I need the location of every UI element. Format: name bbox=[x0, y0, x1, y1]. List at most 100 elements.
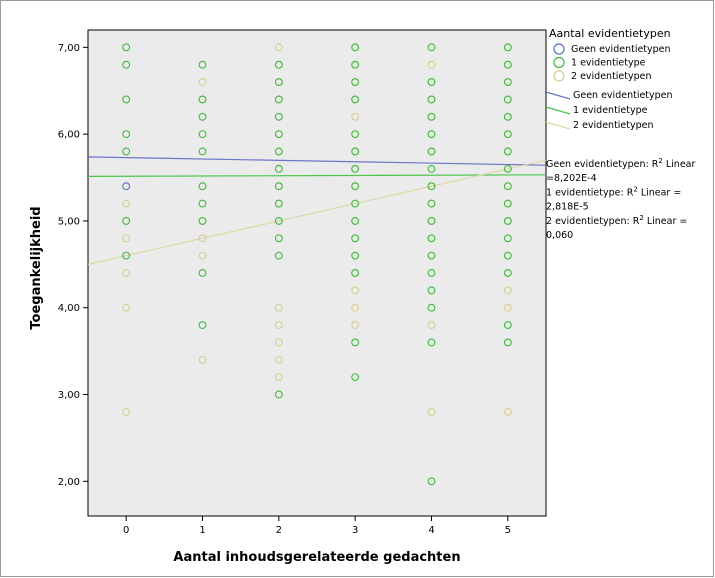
r2-annotation: =8,202E-4 bbox=[546, 173, 597, 184]
legend-line-label: 2 evidentietypen bbox=[573, 120, 654, 131]
legend-label: 1 evidentietype bbox=[571, 58, 646, 69]
legend-line bbox=[545, 91, 571, 100]
legend-title: Aantal evidentietypen bbox=[549, 27, 671, 40]
data-point bbox=[122, 43, 131, 52]
data-point bbox=[274, 95, 283, 104]
data-point bbox=[198, 78, 207, 87]
data-point bbox=[274, 216, 283, 225]
data-point bbox=[427, 251, 436, 260]
y-tick-label: 7,00 bbox=[58, 43, 80, 54]
data-point bbox=[122, 199, 131, 208]
data-point bbox=[274, 147, 283, 156]
data-point bbox=[427, 338, 436, 347]
data-point bbox=[274, 390, 283, 399]
data-point bbox=[274, 199, 283, 208]
data-point bbox=[503, 182, 512, 191]
fit-line bbox=[87, 156, 547, 166]
data-point bbox=[503, 303, 512, 312]
plot-area bbox=[87, 29, 547, 517]
data-point bbox=[351, 43, 360, 52]
data-point bbox=[351, 373, 360, 382]
legend-line-label: Geen evidentietypen bbox=[573, 90, 673, 101]
data-point bbox=[503, 112, 512, 121]
data-point bbox=[503, 407, 512, 416]
data-point bbox=[274, 182, 283, 191]
legend-line bbox=[545, 121, 571, 130]
legend: Aantal evidentietypen Geen evidentietype… bbox=[545, 27, 673, 131]
x-tick-label: 5 bbox=[505, 525, 511, 536]
data-point bbox=[503, 338, 512, 347]
data-point bbox=[427, 95, 436, 104]
data-point bbox=[122, 182, 131, 191]
data-point bbox=[427, 60, 436, 69]
legend-marker bbox=[553, 43, 565, 55]
data-point bbox=[274, 60, 283, 69]
data-point bbox=[274, 338, 283, 347]
legend-line-label: 1 evidentietype bbox=[573, 105, 648, 116]
data-point bbox=[503, 251, 512, 260]
data-point bbox=[503, 147, 512, 156]
r2-annotation: 2 evidentietypen: R2 Linear = bbox=[546, 214, 687, 227]
data-point bbox=[198, 251, 207, 260]
fit-line bbox=[87, 159, 547, 265]
data-point bbox=[427, 43, 436, 52]
x-tick-label: 2 bbox=[276, 525, 282, 536]
data-point bbox=[351, 199, 360, 208]
data-point bbox=[198, 130, 207, 139]
data-point bbox=[274, 321, 283, 330]
data-point bbox=[427, 112, 436, 121]
data-point bbox=[351, 182, 360, 191]
data-point bbox=[351, 147, 360, 156]
data-point bbox=[274, 303, 283, 312]
data-point bbox=[274, 251, 283, 260]
data-point bbox=[122, 60, 131, 69]
data-point bbox=[198, 216, 207, 225]
r2-annotations: Geen evidentietypen: R2 Linear =8,202E-41… bbox=[546, 157, 695, 241]
data-point bbox=[503, 95, 512, 104]
data-point bbox=[122, 303, 131, 312]
fit-line bbox=[87, 174, 547, 177]
data-point bbox=[427, 147, 436, 156]
data-point bbox=[503, 286, 512, 295]
data-point bbox=[122, 147, 131, 156]
data-point bbox=[427, 78, 436, 87]
data-point bbox=[427, 182, 436, 191]
data-point bbox=[351, 130, 360, 139]
data-point bbox=[198, 234, 207, 243]
data-point bbox=[351, 60, 360, 69]
data-point bbox=[351, 164, 360, 173]
data-point bbox=[198, 182, 207, 191]
x-tick-label: 0 bbox=[123, 525, 129, 536]
data-point bbox=[427, 234, 436, 243]
data-point bbox=[503, 130, 512, 139]
y-tick-label: 6,00 bbox=[58, 130, 80, 141]
data-point bbox=[503, 43, 512, 52]
data-point bbox=[122, 234, 131, 243]
legend-label: 2 evidentietypen bbox=[571, 71, 652, 82]
data-point bbox=[122, 130, 131, 139]
data-point bbox=[427, 269, 436, 277]
r2-annotation: 1 evidentietype: R2 Linear = bbox=[546, 185, 681, 198]
data-point bbox=[351, 269, 360, 277]
y-axis-title: Toegankelijkheid bbox=[29, 206, 44, 329]
data-point bbox=[274, 164, 283, 173]
x-axis-title: Aantal inhoudsgerelateerde gedachten bbox=[173, 550, 460, 565]
x-tick-label: 3 bbox=[352, 525, 358, 536]
legend-marker bbox=[553, 70, 565, 82]
data-point bbox=[427, 407, 436, 416]
legend-line bbox=[545, 106, 571, 115]
data-point bbox=[351, 321, 360, 330]
data-point bbox=[274, 130, 283, 139]
data-point bbox=[503, 269, 512, 277]
y-tick-label: 3,00 bbox=[58, 390, 80, 401]
data-point bbox=[274, 43, 283, 52]
data-point bbox=[503, 60, 512, 69]
r2-annotation: 0,060 bbox=[546, 230, 573, 241]
data-point bbox=[503, 199, 512, 208]
data-point bbox=[351, 251, 360, 260]
data-point bbox=[122, 251, 131, 260]
data-point bbox=[427, 199, 436, 208]
data-point bbox=[427, 477, 436, 486]
data-point bbox=[274, 373, 283, 382]
